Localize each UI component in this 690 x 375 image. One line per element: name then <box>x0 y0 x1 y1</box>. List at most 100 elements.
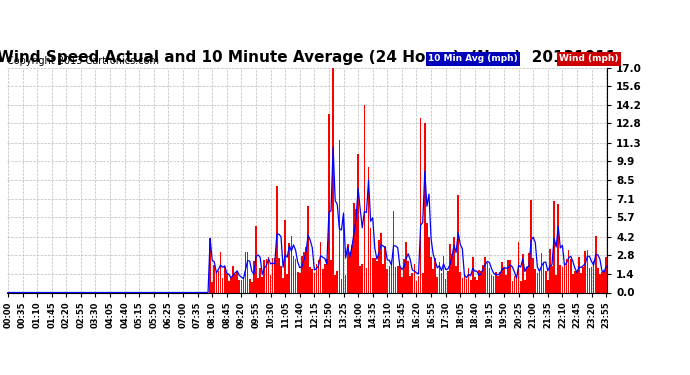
Bar <box>357 153 359 292</box>
Bar <box>249 279 250 292</box>
Bar <box>274 258 275 292</box>
Bar <box>293 256 295 292</box>
Bar <box>324 264 326 292</box>
Bar <box>591 267 593 292</box>
Bar <box>276 186 277 292</box>
Bar <box>560 265 561 292</box>
Bar <box>501 262 503 292</box>
Bar <box>441 273 442 292</box>
Title: Wind Speed Actual and 10 Minute Average (24 Hours)  (New)  20131011: Wind Speed Actual and 10 Minute Average … <box>0 50 617 65</box>
Bar <box>526 267 528 292</box>
Bar <box>555 274 557 292</box>
Bar <box>545 271 546 292</box>
Bar <box>547 280 549 292</box>
Bar <box>449 244 451 292</box>
Bar <box>221 278 224 292</box>
Bar <box>322 269 324 292</box>
Text: Copyright 2013 Cartronics.com: Copyright 2013 Cartronics.com <box>7 56 159 66</box>
Bar <box>413 264 415 292</box>
Bar <box>505 275 507 292</box>
Bar <box>537 273 538 292</box>
Bar <box>339 140 340 292</box>
Bar <box>576 273 578 292</box>
Bar <box>268 257 269 292</box>
Bar <box>407 261 409 292</box>
Bar <box>586 251 589 292</box>
Bar <box>209 238 211 292</box>
Bar <box>288 243 290 292</box>
Bar <box>564 264 565 292</box>
Bar <box>247 252 248 292</box>
Bar <box>515 279 518 292</box>
Bar <box>535 269 536 292</box>
Bar <box>453 237 455 292</box>
Bar <box>509 260 511 292</box>
Bar <box>468 268 469 292</box>
Bar <box>511 280 513 292</box>
Bar <box>284 220 286 292</box>
Bar <box>424 123 426 292</box>
Bar <box>215 272 217 292</box>
Bar <box>243 276 244 292</box>
Text: 10 Min Avg (mph): 10 Min Avg (mph) <box>428 54 518 63</box>
Bar <box>497 276 499 292</box>
Bar <box>403 259 405 292</box>
Bar <box>405 242 407 292</box>
Bar <box>233 266 234 292</box>
Bar <box>213 265 215 292</box>
Bar <box>359 266 361 292</box>
Bar <box>230 278 232 292</box>
Bar <box>491 275 493 292</box>
Bar <box>443 256 444 292</box>
Bar <box>597 268 599 292</box>
Bar <box>499 272 501 292</box>
Bar <box>470 280 471 292</box>
Bar <box>311 269 313 292</box>
Bar <box>474 277 475 292</box>
Bar <box>584 251 586 292</box>
Bar <box>345 276 346 292</box>
Bar <box>503 268 505 292</box>
Bar <box>574 271 575 292</box>
Bar <box>326 259 328 292</box>
Bar <box>353 202 355 292</box>
Bar <box>464 275 465 292</box>
Bar <box>239 280 240 292</box>
Bar <box>593 261 595 292</box>
Bar <box>219 252 221 292</box>
Bar <box>460 272 461 292</box>
Bar <box>524 280 526 292</box>
Bar <box>570 260 571 292</box>
Bar <box>480 271 482 292</box>
Bar <box>566 259 567 292</box>
Bar <box>529 253 530 292</box>
Bar <box>580 273 582 292</box>
Bar <box>257 278 259 292</box>
Bar <box>370 228 371 292</box>
Bar <box>472 257 473 292</box>
Bar <box>478 270 480 292</box>
Bar <box>513 276 515 292</box>
Bar <box>211 282 213 292</box>
Bar <box>255 226 257 292</box>
Bar <box>428 237 430 292</box>
Bar <box>245 252 246 292</box>
Bar <box>388 266 391 292</box>
Bar <box>372 258 373 292</box>
Bar <box>266 260 267 292</box>
Bar <box>543 262 544 292</box>
Bar <box>270 275 271 292</box>
Bar <box>426 223 428 292</box>
Bar <box>278 258 279 292</box>
Bar <box>493 276 495 292</box>
Bar <box>399 266 401 292</box>
Bar <box>562 267 563 292</box>
Bar <box>551 266 553 292</box>
Bar <box>520 280 522 292</box>
Bar <box>401 277 403 292</box>
Bar <box>335 274 336 292</box>
Bar <box>439 262 440 292</box>
Bar <box>411 273 413 292</box>
Bar <box>495 272 497 292</box>
Bar <box>391 260 393 292</box>
